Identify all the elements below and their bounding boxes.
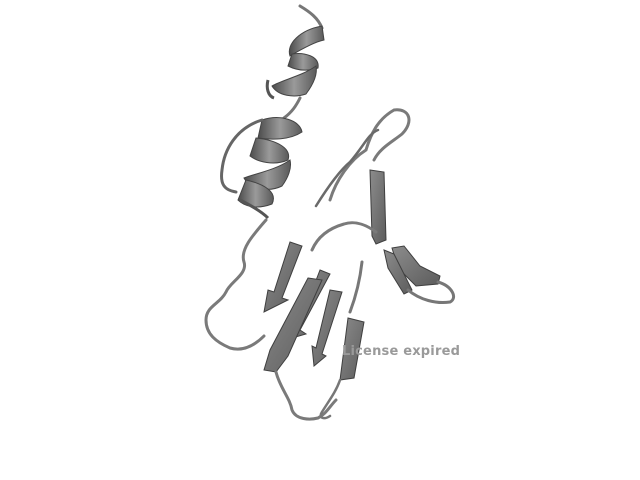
strand-1 — [263, 241, 303, 313]
strand-5 — [339, 317, 365, 381]
central-loop — [310, 221, 378, 252]
n-terminal-loop — [298, 4, 324, 30]
helix-linker-loop — [282, 96, 302, 120]
right-beta-hairpin — [369, 169, 441, 295]
strand-4 — [311, 289, 343, 367]
middle-helix — [237, 117, 303, 220]
upper-right-loop — [328, 108, 411, 202]
lower-right-loop — [319, 378, 342, 420]
upper-right-loop-2 — [314, 128, 380, 208]
right-hairpin-turn — [406, 280, 455, 304]
left-long-loop — [204, 218, 268, 351]
license-expired-watermark: License expired — [342, 344, 461, 359]
middle-connector-loop — [348, 260, 364, 314]
lower-loop — [274, 370, 338, 421]
upper-helix — [265, 25, 325, 100]
helix-side-loop — [220, 118, 264, 194]
beta-sheet — [263, 241, 365, 381]
